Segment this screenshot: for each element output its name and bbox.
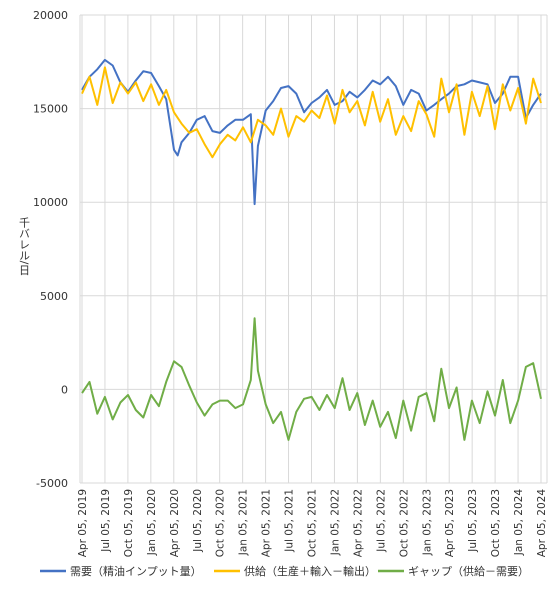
x-tick-label: Jul 05, 2021 [284, 489, 296, 553]
x-tick-label: Oct 05, 2021 [307, 489, 319, 557]
x-tick-label: Jan 05, 2023 [421, 489, 433, 556]
x-tick-label: Jan 05, 2024 [513, 489, 525, 557]
x-tick-label: Apr 05, 2022 [352, 489, 364, 557]
x-tick-label: Apr 05, 2023 [444, 489, 456, 557]
legend-label: ギャップ（供給－需要） [408, 564, 529, 578]
y-axis: 20000 15000 10000 5000 0 -5000 [33, 9, 68, 490]
series-line-2 [81, 66, 542, 159]
x-tick-label: Jul 05, 2022 [375, 489, 387, 553]
x-tick-label: Apr 05, 2021 [261, 489, 273, 557]
legend: 需要（精油インプット量） 供給（生産＋輸入－輸出） ギャップ（供給－需要） [40, 564, 529, 578]
x-tick-label: Jul 05, 2020 [192, 489, 204, 553]
y-tick-label: 20000 [33, 9, 68, 22]
x-axis: Apr 05, 2019 Jul 05, 2019 Oct 05, 2019 Jan … [77, 489, 548, 558]
legend-label: 需要（精油インプット量） [70, 564, 202, 578]
x-tick-label: Apr 05, 2020 [169, 489, 181, 557]
legend-label: 供給（生産＋輸入－輸出） [244, 564, 376, 578]
y-tick-label: 5000 [40, 290, 68, 303]
y-tick-label: 0 [61, 383, 68, 396]
y-axis-label: 千バレル/日 [18, 216, 31, 275]
y-tick-label: 10000 [33, 196, 68, 209]
y-tick-label: -5000 [36, 477, 68, 490]
series-lines [81, 58, 542, 441]
x-tick-label: Oct 05, 2019 [123, 489, 135, 557]
x-tick-label: Oct 05, 2023 [490, 489, 502, 557]
y-tick-label: 15000 [33, 103, 68, 116]
x-tick-label: Oct 05, 2022 [398, 489, 410, 557]
x-tick-label: Oct 05, 2020 [215, 489, 227, 557]
x-tick-label: Apr 05, 2019 [77, 489, 89, 557]
x-tick-label: Jul 05, 2019 [100, 489, 112, 553]
x-tick-label: Apr 05, 2024 [536, 489, 548, 558]
x-tick-label: Jan 05, 2022 [329, 489, 341, 556]
series-line-1 [81, 58, 542, 206]
series-line-3 [81, 317, 542, 441]
x-tick-label: Jul 05, 2023 [467, 489, 479, 553]
x-tick-label: Jan 05, 2020 [146, 489, 158, 556]
x-tick-label: Jan 05, 2021 [238, 489, 250, 556]
